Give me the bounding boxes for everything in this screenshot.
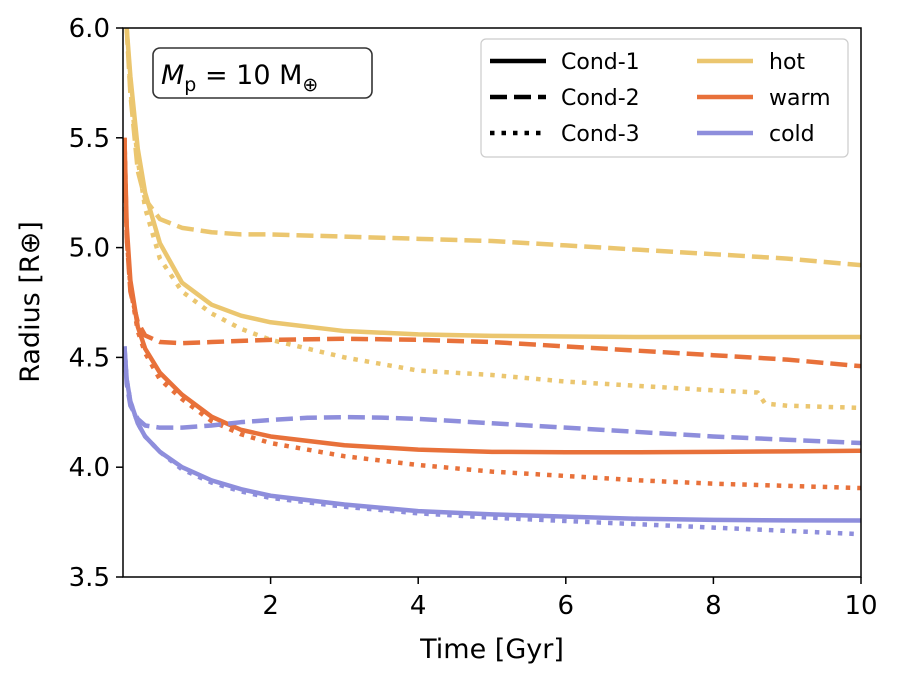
mass-annotation-box (152, 47, 373, 99)
mass-annotation: Mp = 10 M⊕ (152, 47, 373, 99)
y-tick-label: 3.5 (69, 563, 110, 593)
series-line-cold-cond-2 (123, 346, 861, 446)
y-axis-title: Radius [R⊕] (15, 221, 46, 383)
x-tick-label: 6 (558, 591, 575, 621)
y-tick-label: 4.5 (69, 343, 110, 373)
y-tick-label: 5.5 (69, 124, 110, 154)
series-line-cold-cond-1 (123, 346, 861, 523)
series-layer (123, 28, 861, 537)
mass-annotation-text: Mp = 10 M⊕ (161, 60, 318, 96)
legend-label-warm: warm (769, 86, 831, 111)
axes-layer: 2 4 6 8 10 3.5 4.0 4.5 5.0 5.5 6.0 (69, 14, 878, 621)
x-tick-label: 2 (262, 591, 279, 621)
series-line-warm-cond-3 (123, 137, 861, 491)
legend-label-cold: cold (769, 122, 815, 147)
legend-label-cond-3: Cond-3 (561, 122, 640, 147)
plot-frame (122, 27, 862, 578)
y-tick-label: 4.0 (69, 453, 110, 483)
series-line-hot-cond-2 (124, 28, 861, 268)
y-tick-label: 5.0 (69, 234, 110, 264)
x-tick-label: 8 (705, 591, 722, 621)
y-tick-label: 6.0 (69, 14, 110, 44)
legend-box (480, 38, 849, 158)
legend-label-cond-1: Cond-1 (561, 50, 640, 75)
x-tick-label: 4 (410, 591, 427, 621)
legend: Cond-1 Cond-2 Cond-3 hot warm cold (480, 38, 849, 158)
x-tick-label: 10 (844, 591, 877, 621)
legend-label-cond-2: Cond-2 (561, 86, 640, 111)
series-line-warm-cond-1 (123, 137, 861, 455)
series-line-warm-cond-2 (123, 137, 861, 369)
series-line-cold-cond-3 (123, 346, 861, 537)
series-line-hot-cond-3 (124, 28, 861, 411)
legend-label-hot: hot (769, 50, 805, 75)
x-axis-title: Time [Gyr] (419, 634, 564, 665)
